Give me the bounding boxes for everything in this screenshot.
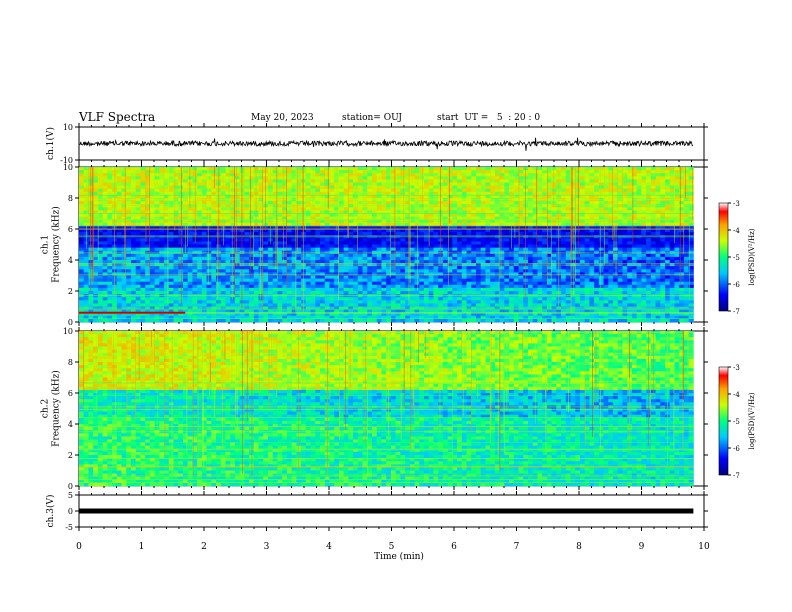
- y-tick-label: 0: [68, 318, 73, 327]
- y-tick-label: 6: [68, 225, 73, 234]
- ch2-spec-y-axis: 0 2 4 6 8 10: [63, 327, 708, 491]
- x-tick-label: 2: [201, 542, 207, 552]
- ch2-colorbar: -3 -4 -5 -6 -7 log(PSD)(V²/Hz): [718, 364, 756, 480]
- station-label: station= OUJ: [342, 113, 403, 123]
- y-tick-label: 6: [68, 389, 73, 398]
- y-tick-label: 10: [63, 123, 73, 132]
- colorbar-tick-label: -5: [733, 418, 740, 426]
- x-ticks: [78, 163, 705, 326]
- y-tick-label: 10: [63, 163, 73, 172]
- colorbar-tick-label: -6: [733, 445, 740, 453]
- colorbar-tick-label: -3: [733, 200, 740, 208]
- y-tick-label: 2: [68, 287, 73, 296]
- ch2-spectrogram-panel: [78, 330, 705, 487]
- ch2-spectrogram-ylabel-line: ch.2: [41, 399, 51, 418]
- spectrogram-cells: [79, 167, 694, 323]
- y-tick-label: 0: [68, 482, 73, 491]
- ch3-waveform-ylabel-line: ch.3(V): [45, 495, 56, 528]
- ch3-waveform-panel: [78, 494, 705, 528]
- x-tick-label: 6: [451, 542, 457, 552]
- ch1-y-axis: 10 -10: [60, 123, 708, 165]
- ch1-waveform-ylabel-line: ch.1(V): [45, 127, 56, 160]
- colorbar-tick-label: -4: [733, 227, 740, 235]
- colorbar-tick-label: -3: [733, 364, 740, 372]
- ch1-spectrogram-ylabel-line: ch.1: [41, 235, 51, 254]
- x-tick-label: 1: [139, 542, 145, 552]
- y-tick-label: 2: [68, 451, 73, 460]
- x-axis-title: Time (min): [374, 551, 424, 562]
- x-tick-label: 9: [639, 542, 645, 552]
- y-tick-label: -10: [60, 156, 73, 165]
- ch3-waveform-ylabel: ch.3(V): [45, 495, 56, 528]
- y-tick-label: 4: [68, 256, 73, 265]
- colorbar-tick-label: -4: [733, 391, 740, 399]
- ch1-colorbar: -3 -4 -5 -6 -7 log(PSD)(V²/Hz): [718, 200, 756, 316]
- x-tick-label: 4: [326, 542, 332, 552]
- x-axis-labels: 0 1 2 3 4 5 6 7 8 9 10 Time (min): [76, 542, 710, 562]
- x-ticks: [78, 327, 705, 490]
- ch1-waveform-ylabel: ch.1(V): [45, 127, 56, 160]
- y-tick-label: 8: [68, 194, 73, 203]
- ch2-spectrogram-ylabel: ch.2 Frequency (kHz): [41, 370, 62, 447]
- x-ticks: [78, 491, 705, 531]
- date-label: May 20, 2023: [251, 113, 314, 123]
- colorbar-label: log(PSD)(V²/Hz): [748, 392, 756, 449]
- ch1-spectrogram-panel: [78, 166, 705, 323]
- colorbar-tick-label: -5: [733, 254, 740, 262]
- y-tick-label: 0: [68, 507, 73, 516]
- y-tick-label: 5: [68, 491, 73, 500]
- ch1-waveform-line: [78, 137, 694, 151]
- ch1-waveform-panel: [78, 126, 705, 161]
- y-tick-label: 10: [63, 327, 73, 336]
- x-tick-label: 7: [514, 542, 520, 552]
- y-tick-label: 8: [68, 358, 73, 367]
- ch1-spectrogram-ylabel-line: Frequency (kHz): [51, 206, 62, 283]
- colorbar-gradient: [718, 202, 729, 312]
- colorbar-tick-label: -7: [733, 472, 740, 480]
- x-tick-label: 5: [389, 542, 395, 552]
- figure-title: VLF Spectra: [79, 110, 156, 124]
- colorbar-gradient: [718, 366, 729, 476]
- ch2-spectrogram-ylabel-line: Frequency (kHz): [51, 370, 62, 447]
- x-tick-label: 10: [698, 542, 710, 552]
- colorbar-tick-label: -6: [733, 281, 740, 289]
- start-ut-label: start UT = 5 : 20 : 0: [437, 113, 541, 123]
- ch3-y-axis: 5 0 -5: [65, 491, 708, 532]
- x-ticks: [78, 123, 705, 164]
- colorbar-tick-label: -7: [733, 308, 740, 316]
- y-tick-label: 4: [68, 420, 73, 429]
- y-tick-label: -5: [65, 523, 73, 532]
- x-tick-label: 0: [76, 542, 82, 552]
- plot-frame: [78, 126, 705, 161]
- colorbar-label: log(PSD)(V²/Hz): [748, 228, 756, 285]
- ch1-spectrogram-ylabel: ch.1 Frequency (kHz): [41, 206, 62, 283]
- x-tick-label: 8: [576, 542, 582, 552]
- ch1-spec-y-axis: 0 2 4 6 8 10: [63, 163, 708, 327]
- x-tick-label: 3: [264, 542, 270, 552]
